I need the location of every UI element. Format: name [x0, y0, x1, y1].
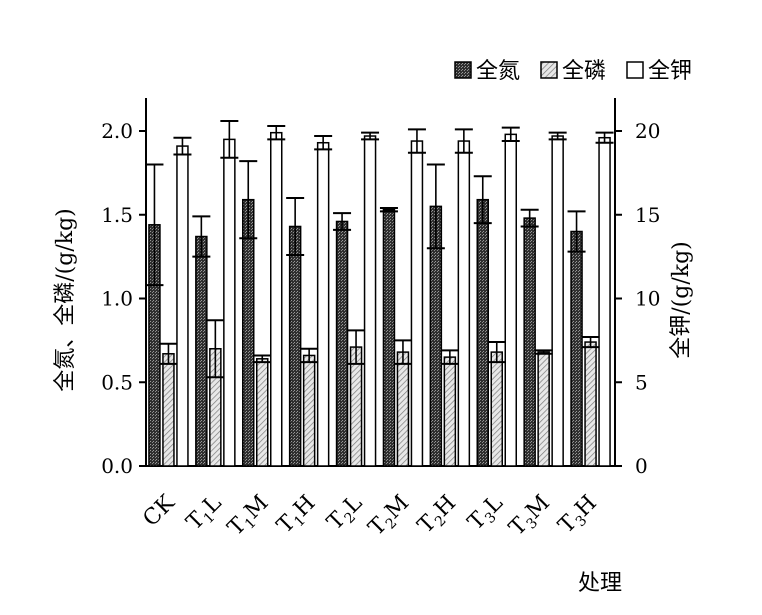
- x-axis-title: 处理: [578, 571, 622, 596]
- category-label-t2h: T2H: [413, 491, 463, 541]
- bar-total-k-t2h: [457, 140, 471, 467]
- bar-total-k-t3m: [551, 135, 564, 467]
- legend-swatch-dark: [454, 61, 472, 79]
- legend-swatch-light: [540, 61, 558, 79]
- bar-total-n-t1l: [195, 235, 208, 467]
- category-label-t3l: T3L: [463, 490, 510, 537]
- bar-total-k-t2m: [410, 140, 424, 467]
- bars-group: [148, 131, 611, 467]
- bar-total-n-t3l: [476, 198, 489, 467]
- bar-total-n-t3m: [523, 217, 536, 467]
- bar-total-k-t3l: [504, 133, 517, 467]
- bar-total-p-t2h: [443, 356, 457, 467]
- left-tick-label: 0.0: [101, 454, 133, 478]
- bar-total-n-t1h: [288, 225, 302, 467]
- category-label-t1m: T1M: [223, 491, 275, 543]
- bar-total-k-t3h: [598, 136, 611, 467]
- bar-total-n-t2l: [335, 220, 349, 467]
- bar-total-n-t2m: [382, 208, 396, 467]
- legend: 全氮 全磷 全钾: [454, 59, 692, 84]
- category-label-t1h: T1H: [272, 491, 322, 541]
- bar-total-p-t2l: [349, 346, 363, 467]
- left-tick-label: 1.5: [101, 203, 133, 227]
- left-axis-title: 全氮、全磷/(g/kg): [53, 208, 78, 392]
- error-bars-group: [145, 119, 614, 379]
- bar-total-p-t2m: [396, 351, 410, 467]
- bar-total-n-t1m: [242, 198, 255, 467]
- category-label-t2l: T2L: [323, 490, 370, 537]
- category-label-t3m: T3M: [505, 491, 557, 543]
- right-tick-label: 20: [635, 119, 660, 143]
- right-tick-label: 0: [635, 454, 648, 478]
- bar-total-k-ck: [176, 145, 189, 467]
- bar-total-k-t1m: [270, 131, 283, 467]
- bar-total-k-t1h: [316, 141, 330, 467]
- bar-total-n-t3h: [570, 230, 583, 467]
- left-tick-label: 1.0: [101, 287, 133, 311]
- bar-total-p-t3l: [490, 351, 503, 467]
- category-label-t2m: T2M: [364, 491, 416, 543]
- category-label-t1l: T1L: [182, 490, 229, 537]
- legend-label-series-1: 全氮: [476, 59, 520, 84]
- category-label-t3h: T3H: [554, 491, 604, 541]
- bar-total-p-t1h: [302, 354, 316, 467]
- bar-total-k-t1l: [223, 138, 236, 467]
- legend-label-series-2: 全磷: [562, 59, 606, 84]
- bar-total-p-ck: [162, 353, 175, 467]
- left-tick-label: 0.5: [101, 370, 133, 394]
- bar-total-p-t3m: [537, 351, 550, 467]
- right-tick-label: 5: [635, 370, 648, 394]
- legend-label-series-3: 全钾: [648, 59, 692, 84]
- legend-swatch-white: [626, 61, 644, 79]
- left-tick-label: 2.0: [101, 119, 133, 143]
- right-tick-label: 10: [635, 287, 660, 311]
- right-tick-label: 15: [635, 203, 660, 227]
- bar-total-p-t1m: [256, 358, 269, 467]
- bar-total-p-t3h: [584, 341, 597, 467]
- bar-total-k-t2l: [363, 135, 377, 467]
- category-label-ck: CK: [138, 490, 180, 532]
- right-axis-title: 全钾/(g/kg): [669, 241, 694, 359]
